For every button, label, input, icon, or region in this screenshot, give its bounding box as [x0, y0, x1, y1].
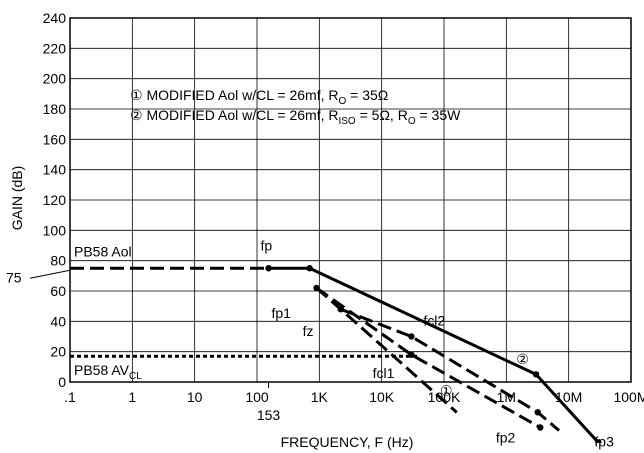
y-tick-label: 80	[50, 253, 66, 269]
series-point	[408, 333, 415, 340]
series-point	[532, 371, 540, 378]
x-tick-label: 10K	[369, 389, 395, 405]
annotation-label: fp1	[271, 305, 291, 321]
series-point	[306, 265, 313, 272]
x-tick-label: 100	[245, 389, 269, 405]
y-tick-label: 40	[50, 313, 66, 329]
legend-entry-2: ② MODIFIED Aol w/CL = 26mf, RISO = 5Ω, R…	[130, 107, 461, 127]
series-label-avcl: PB58 AVCL	[74, 362, 142, 382]
y-extra-tick-leader	[29, 269, 71, 279]
x-tick-label: 1M	[497, 389, 516, 405]
annotation-label: fp3	[594, 434, 614, 450]
annotation-label: fp2	[496, 429, 516, 445]
y-tick-label: 220	[43, 40, 67, 56]
legend-text: = 5Ω, R	[356, 107, 408, 123]
annotation-label: ①	[440, 382, 453, 398]
legend-entry-1: ① MODIFIED Aol w/CL = 26mf, RO = 35Ω	[130, 87, 388, 107]
series-point	[265, 265, 272, 272]
y-tick-label: 100	[43, 222, 67, 238]
x-axis-label: FREQUENCY, F (Hz)	[281, 434, 414, 450]
legend-subscript: ISO	[338, 116, 355, 127]
series-point	[537, 424, 544, 431]
annotation-label: fp	[261, 237, 273, 253]
y-tick-label: 160	[43, 131, 67, 147]
y-tick-label: 0	[58, 374, 66, 390]
series-point	[595, 439, 602, 443]
x-tick-label: 100M	[613, 389, 644, 405]
annotation-label: fcl1	[373, 365, 395, 381]
x-tick-label: 10	[187, 389, 203, 405]
x-tick-label: 1	[128, 389, 136, 405]
x-tick-label: .1	[64, 389, 76, 405]
legend-marker: ① MODIFIED Aol w/CL = 26mf, R	[130, 87, 338, 103]
legend-subscript: O	[338, 96, 346, 107]
y-tick-label: 120	[43, 192, 67, 208]
series-point	[313, 284, 320, 292]
series-label-aol: PB58 Aol	[74, 243, 132, 259]
series-line-2	[268, 266, 600, 443]
y-tick-label: 20	[50, 344, 66, 360]
series-label-avcl-sub: CL	[129, 371, 142, 382]
annotation-label: fcl2	[423, 313, 445, 329]
series-line-5	[340, 307, 560, 432]
series-point	[534, 409, 542, 416]
x-tick-label: 100K	[428, 389, 461, 405]
x-extra-tick-label: 153	[257, 407, 281, 423]
annotation-label: fz	[303, 323, 314, 339]
series-point	[408, 351, 415, 358]
series-point	[337, 306, 344, 313]
legend-text: = 35W	[416, 107, 462, 123]
legend-text: = 35Ω	[346, 87, 388, 103]
labels-layer: .1 1 10 100 1K 10K 100K 1M 10M 100M 0 20 40 60 80 100 12…	[6, 10, 644, 450]
grid	[69, 17, 632, 383]
y-tick-label: 140	[43, 162, 67, 178]
series-layer	[70, 265, 602, 443]
y-tick-label: 180	[43, 101, 67, 117]
y-tick-label: 240	[43, 10, 67, 26]
legend-marker: ② MODIFIED Aol w/CL = 26mf, R	[130, 107, 338, 123]
annotation-label: ②	[516, 351, 529, 367]
y-axis-label: GAIN (dB)	[9, 166, 25, 231]
y-tick-label: 200	[43, 71, 67, 87]
y-tick-label: 60	[50, 283, 66, 299]
y-extra-tick-label: 75	[6, 269, 22, 285]
x-tick-label: 1K	[311, 389, 329, 405]
x-tick-label: 10M	[555, 389, 582, 405]
legend-subscript: O	[408, 116, 416, 127]
